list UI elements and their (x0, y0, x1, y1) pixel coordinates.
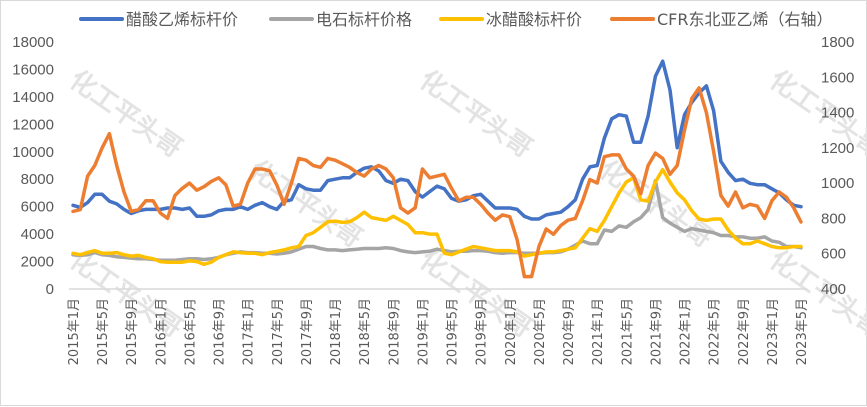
x-axis-tick-label: 2019年1月 (416, 298, 431, 365)
x-axis-tick-label: 2018年5月 (358, 298, 373, 365)
x-axis-tick-label: 2022年1月 (679, 298, 694, 365)
x-axis-tick-label: 2021年9月 (649, 298, 664, 365)
x-axis-tick-label: 2021年5月 (620, 298, 635, 365)
left-axis-tick-label: 8000 (21, 171, 54, 188)
right-axis-tick-label: 1000 (821, 175, 854, 192)
x-axis-tick-label: 2017年1月 (242, 298, 257, 365)
x-axis-tick-label: 2023年5月 (795, 298, 810, 365)
watermark-text: 化工平头哥 (64, 65, 188, 164)
right-axis-tick-label: 1600 (821, 69, 854, 86)
x-axis-tick-label: 2015年9月 (125, 298, 140, 365)
x-axis-tick-label: 2017年9月 (300, 298, 315, 365)
x-axis-tick-label: 2016年5月 (183, 298, 198, 365)
left-axis-tick-label: 14000 (12, 89, 54, 106)
x-axis-tick-label: 2016年9月 (213, 298, 228, 365)
legend: 醋酸乙烯标杆价 电石标杆价格 冰醋酸标杆价 CFR东北亚乙烯（右轴） (79, 10, 833, 29)
legend-label: 冰醋酸标杆价 (486, 10, 582, 29)
left-axis-tick-label: 16000 (12, 61, 54, 78)
left-axis-tick-label: 2000 (21, 254, 54, 271)
x-axis-tick-label: 2022年5月 (708, 298, 723, 365)
legend-label: 醋酸乙烯标杆价 (126, 10, 238, 29)
left-axis: 0 2000 4000 6000 8000 10000 12000 14000 16000 180… (12, 34, 54, 298)
left-axis-tick-label: 18000 (12, 34, 54, 51)
x-axis-tick-label: 2015年5月 (96, 298, 111, 365)
legend-label: 电石标杆价格 (316, 10, 412, 29)
right-axis-tick-label: 400 (821, 281, 846, 298)
series-line-1 (71, 178, 803, 262)
x-axis-tick-label: 2016年1月 (154, 298, 169, 365)
left-axis-tick-label: 4000 (21, 226, 54, 243)
right-axis-tick-label: 1800 (821, 34, 854, 51)
right-axis-tick-label: 600 (821, 246, 846, 263)
right-axis-tick-label: 1400 (821, 105, 854, 122)
x-axis-tick-label: 2020年1月 (504, 298, 519, 365)
x-axis-tick-label: 2017年5月 (271, 298, 286, 365)
left-axis-tick-label: 0 (46, 281, 54, 298)
x-axis-tick-label: 2015年1月 (67, 298, 82, 365)
x-axis-tick-label: 2018年9月 (387, 298, 402, 365)
series-line-0 (71, 59, 803, 221)
x-axis-tick-label: 2019年5月 (446, 298, 461, 365)
x-axis-tick-label: 2020年9月 (562, 298, 577, 365)
x-axis-tick-label: 2020年5月 (533, 298, 548, 365)
left-axis-tick-label: 12000 (12, 116, 54, 133)
series-line-2 (71, 167, 803, 267)
left-axis-tick-label: 6000 (21, 199, 54, 216)
x-axis-tick-label: 2021年1月 (591, 298, 606, 365)
series-layer (71, 59, 803, 279)
x-axis-tick-label: 2018年1月 (329, 298, 344, 365)
legend-label: CFR东北亚乙烯（右轴） (657, 10, 833, 29)
right-axis: 400 600 800 1000 1200 1400 1600 1800 (821, 34, 854, 298)
series-line-3 (71, 86, 803, 279)
right-axis-tick-label: 800 (821, 210, 846, 227)
x-axis-tick-label: 2019年9月 (475, 298, 490, 365)
x-axis-tick-label: 2023年1月 (766, 298, 781, 365)
x-axis-tick-label: 2022年9月 (737, 298, 752, 365)
watermark-text: 化工平头哥 (414, 65, 538, 164)
right-axis-tick-label: 1200 (821, 140, 854, 157)
x-axis-labels: 2015年1月 2015年5月 2015年9月 2016年1月 2016年5月 2016年… (67, 298, 810, 365)
left-axis-tick-label: 10000 (12, 144, 54, 161)
